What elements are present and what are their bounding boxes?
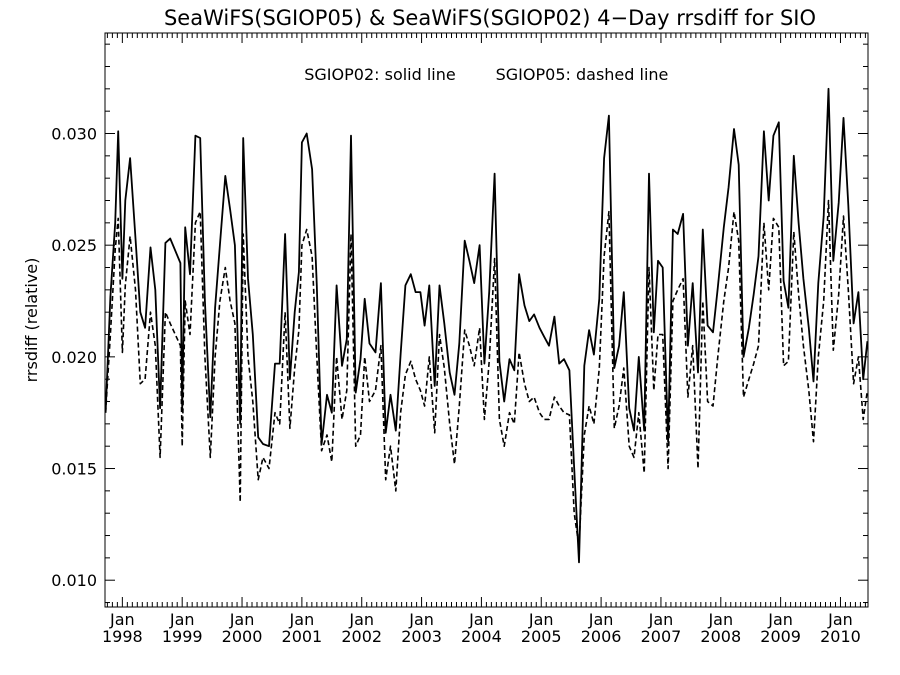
x-tick-month-label: Jan — [528, 610, 554, 629]
x-tick-year-label: 2007 — [641, 627, 682, 646]
x-tick-month-label: Jan — [408, 610, 434, 629]
y-axis-label: rrsdiff (relative) — [22, 258, 41, 383]
y-tick-label: 0.015 — [51, 460, 97, 479]
x-tick-month-label: Jan — [229, 610, 255, 629]
x-tick-year-label: 2000 — [222, 627, 263, 646]
x-tick-month-label: Jan — [588, 610, 614, 629]
x-tick-year-label: 2002 — [341, 627, 382, 646]
x-tick-month-label: Jan — [767, 610, 793, 629]
series-line-solid — [104, 87, 869, 564]
x-tick-year-label: 2008 — [700, 627, 741, 646]
x-tick-month-label: Jan — [827, 610, 853, 629]
y-tick-label: 0.010 — [51, 571, 97, 590]
x-tick-month-label: Jan — [707, 610, 733, 629]
y-tick-label: 0.020 — [51, 348, 97, 367]
x-tick-year-label: 2001 — [282, 627, 323, 646]
axis-ticks: 0.0100.0150.0200.0250.030Jan1998Jan1999J… — [51, 33, 868, 646]
x-tick-year-label: 2003 — [401, 627, 442, 646]
legend-dashed-note: SGIOP05: dashed line — [496, 65, 669, 84]
x-tick-month-label: Jan — [109, 610, 135, 629]
x-tick-year-label: 2004 — [461, 627, 502, 646]
x-tick-month-label: Jan — [648, 610, 674, 629]
x-tick-year-label: 2006 — [581, 627, 622, 646]
x-tick-month-label: Jan — [468, 610, 494, 629]
legend-solid-note: SGIOP02: solid line — [304, 65, 455, 84]
x-tick-year-label: 2010 — [820, 627, 861, 646]
x-tick-year-label: 1998 — [102, 627, 143, 646]
x-tick-month-label: Jan — [169, 610, 195, 629]
x-tick-month-label: Jan — [289, 610, 315, 629]
x-tick-year-label: 2005 — [521, 627, 562, 646]
x-tick-year-label: 2009 — [760, 627, 801, 646]
x-tick-year-label: 1999 — [162, 627, 203, 646]
y-tick-label: 0.030 — [51, 125, 97, 144]
chart-title: SeaWiFS(SGIOP05) & SeaWiFS(SGIOP02) 4−Da… — [164, 6, 816, 30]
series-layer — [104, 87, 869, 564]
x-tick-month-label: Jan — [348, 610, 374, 629]
y-tick-label: 0.025 — [51, 236, 97, 255]
